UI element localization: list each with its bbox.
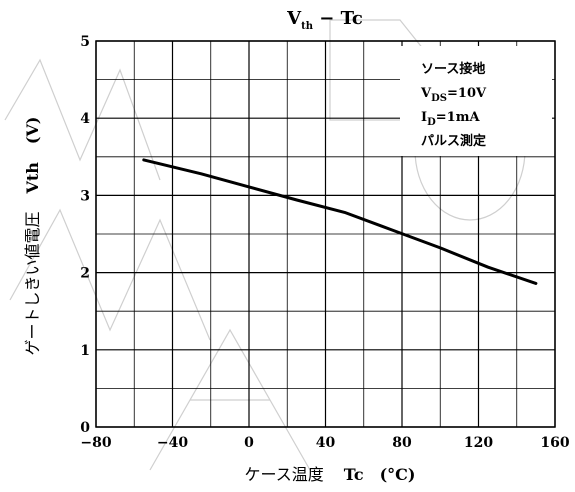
- condition-3-main: パルス測定: [421, 133, 486, 149]
- condition-2-rest: =1mA: [436, 110, 481, 125]
- y-tick-label: 4: [80, 111, 90, 127]
- conditions-box: ソース接地 VDS=10V ID=1mA パルス測定: [400, 46, 552, 156]
- condition-pulse: パルス測定: [421, 133, 486, 149]
- chart-title: Vth − Tc: [286, 8, 363, 32]
- x-tick-label: 40: [316, 435, 336, 451]
- y-axis-label: ゲートしきい値電圧 Vth (V): [23, 116, 42, 355]
- x-axis-label-jp: ケース温度: [245, 465, 324, 484]
- chart-title-rest: − Tc: [313, 8, 363, 29]
- condition-0-main: ソース接地: [421, 61, 485, 77]
- x-tick-label: 120: [464, 435, 493, 451]
- x-tick-label: −80: [80, 435, 111, 451]
- series-line-vth: [142, 158, 538, 285]
- condition-2-main: I: [421, 110, 427, 125]
- conditions-box-frame: [400, 46, 552, 156]
- x-tick-label: 80: [392, 435, 412, 451]
- y-tick-label: 0: [80, 420, 90, 436]
- y-tick-label: 2: [80, 266, 90, 282]
- y-tick-label: 1: [80, 343, 90, 359]
- x-axis-label-unit: (°C): [380, 465, 416, 484]
- y-axis-label-jp: ゲートしきい値電圧: [23, 211, 42, 355]
- condition-vds: VDS=10V: [420, 86, 487, 104]
- chart-title-sub: th: [301, 21, 314, 32]
- condition-2-sub: D: [427, 117, 436, 128]
- y-axis-label-unit: (V): [23, 116, 42, 144]
- condition-1-rest: =10V: [447, 86, 487, 101]
- y-axis-label-sym: Vth: [23, 162, 42, 195]
- x-axis-label-sym: Tc: [344, 465, 364, 484]
- x-axis-label: ケース温度 Tc (°C): [245, 465, 416, 484]
- condition-1-sub: DS: [431, 93, 447, 104]
- y-tick-label: 3: [80, 188, 90, 204]
- condition-id: ID=1mA: [421, 110, 480, 128]
- condition-source-grounded: ソース接地: [421, 61, 485, 77]
- condition-1-main: V: [420, 86, 432, 101]
- y-tick-label: 5: [80, 34, 90, 50]
- x-tick-label: 160: [540, 435, 569, 451]
- y-tick-labels: 0 1 2 3 4 5: [80, 34, 90, 436]
- x-tick-labels: −80 −40 0 40 80 120 160: [80, 435, 569, 451]
- chart-title-main: V: [286, 8, 302, 29]
- plot-frame: [95, 40, 556, 428]
- x-tick-label: 0: [244, 435, 254, 451]
- x-tick-label: −40: [157, 435, 188, 451]
